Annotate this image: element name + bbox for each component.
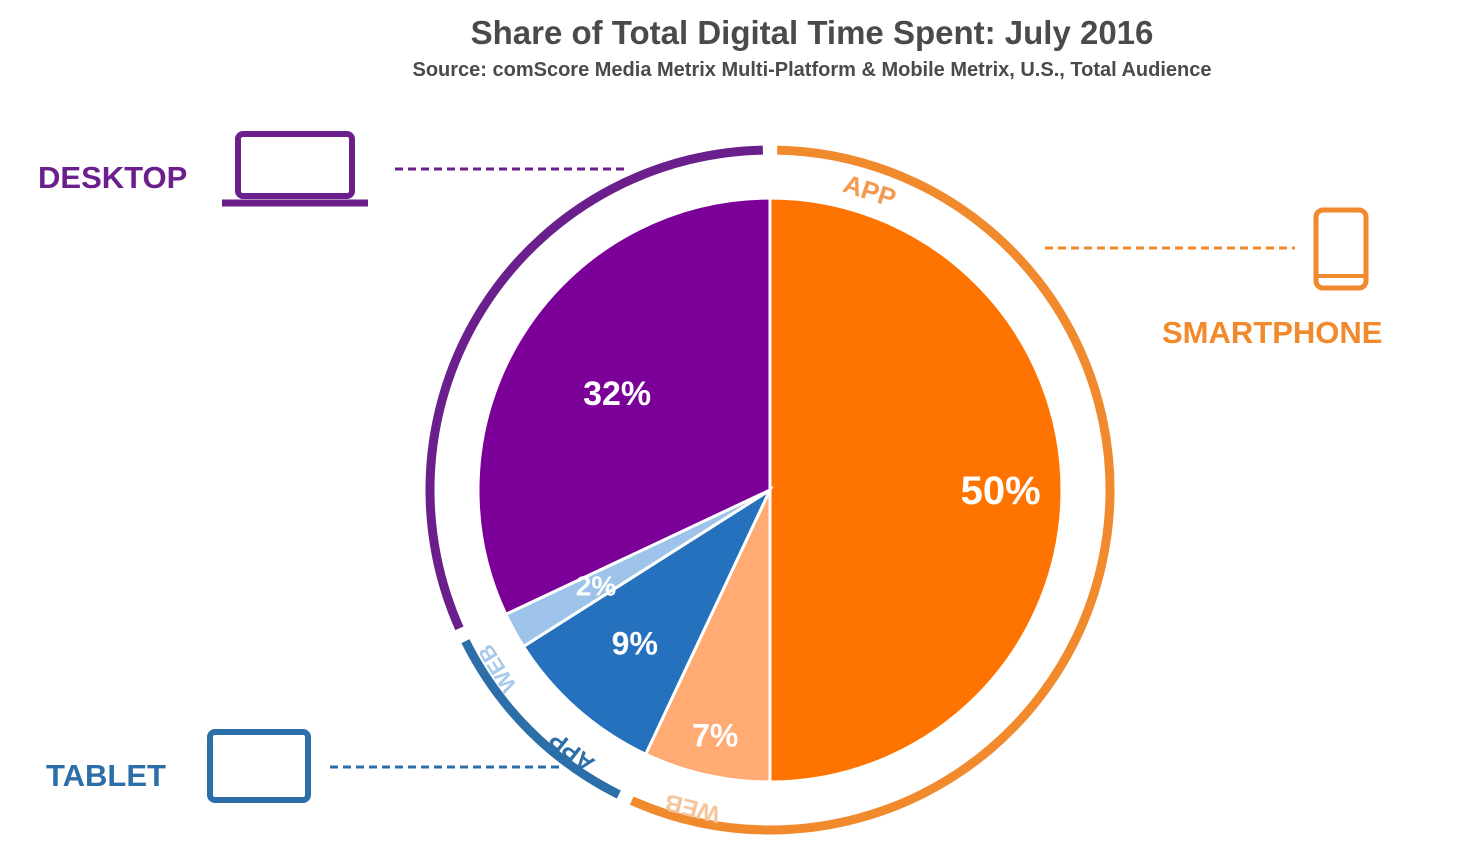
group-label-smartphone: SMARTPHONE: [1162, 315, 1382, 350]
tablet-icon: [207, 729, 311, 803]
slice-label-tablet-app: 9%: [612, 626, 658, 662]
outer-ring: [425, 145, 1115, 835]
pie-slice-tablet-app: [521, 485, 774, 757]
group-label-tablet: TABLET: [46, 758, 166, 793]
pie-slice-smartphone-web: [643, 489, 772, 784]
slice-label-desktop: 32%: [583, 375, 651, 413]
pie-slice-smartphone-app: [768, 196, 1064, 784]
ring-arc-desktop: [425, 145, 763, 631]
pie-slice-desktop: [476, 196, 772, 617]
pie-slices: [476, 196, 1064, 784]
group-label-desktop: DESKTOP: [38, 160, 187, 195]
ring-arc-smartphone: [629, 145, 1115, 835]
chart-subtitle: Source: comScore Media Metrix Multi-Plat…: [412, 59, 1211, 81]
ring-arc-tablet: [461, 639, 621, 799]
slice-label-smartphone-app: 50%: [961, 469, 1041, 513]
ring-label-smartphone-web: WEB: [662, 788, 723, 828]
laptop-icon: [222, 131, 368, 207]
slice-labels: 50% 7% 9% 2% 32%: [576, 375, 1041, 753]
slice-label-tablet-web: 2%: [576, 571, 617, 602]
slice-label-smartphone-web: 7%: [692, 717, 738, 753]
smartphone-icon: [1313, 207, 1369, 291]
ring-label-tablet-app: APP: [544, 725, 600, 777]
chart-title: Share of Total Digital Time Spent: July …: [471, 14, 1154, 51]
